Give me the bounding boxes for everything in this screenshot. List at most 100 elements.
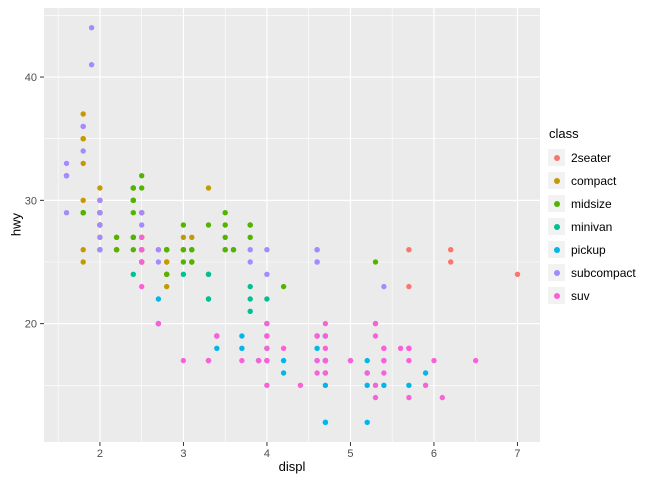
data-point-suv [422,382,429,388]
x-tick-label: 3 [180,448,186,460]
data-point-compact [205,185,212,191]
data-point-compact [164,259,170,265]
data-point-pickup [381,382,387,388]
data-point-midsize [180,222,187,228]
data-point-midsize [280,283,287,290]
legend-key-swatch [548,195,565,212]
data-point-pickup [239,345,245,351]
data-point-pickup [364,357,370,364]
data-point-subcompact [63,173,70,179]
data-point-suv [381,370,387,376]
data-point-compact [80,247,86,253]
data-point-pickup [239,333,245,339]
data-point-subcompact [139,222,145,228]
data-point-subcompact [381,283,387,290]
data-point-suv [406,394,412,401]
legend-key-swatch [548,218,565,235]
legend-key-swatch [548,172,565,189]
x-tick-label: 7 [514,448,520,460]
data-point-subcompact [63,210,70,216]
data-point-subcompact [88,25,95,31]
data-point-suv [372,333,379,339]
legend-key-swatch [548,241,565,258]
x-tick-label: 4 [264,448,270,460]
data-point-subcompact [314,259,320,265]
data-point-midsize [80,210,86,216]
y-tick-label: 30 [25,195,37,207]
data-point-subcompact [155,259,162,265]
legend-key-swatch [548,149,565,166]
legend-label: pickup [571,242,606,257]
data-point-minivan [247,308,253,314]
data-point-minivan [180,271,187,277]
data-point-midsize [205,222,212,228]
data-point-compact [80,197,86,203]
legend-label: compact [571,173,617,188]
data-point-pickup [422,370,429,376]
data-point-subcompact [97,247,103,253]
legend-item-2seater: 2seater [548,146,636,169]
data-point-pickup [214,345,220,351]
data-point-suv [280,345,287,351]
data-point-suv [264,357,270,364]
legend-point-icon [553,246,560,253]
data-point-pickup [155,296,162,302]
data-point-suv [372,394,379,401]
data-point-midsize [230,247,237,253]
data-point-minivan [264,296,270,302]
legend-item-suv: suv [548,284,636,307]
data-point-suv [264,382,270,388]
data-point-compact [80,111,86,117]
data-point-compact [80,259,86,265]
data-point-midsize [130,234,136,240]
data-point-midsize [113,247,120,253]
data-point-suv [406,357,412,364]
data-point-suv [139,234,145,240]
data-point-2seater [514,271,521,277]
data-point-compact [189,234,195,240]
data-point-midsize [189,259,195,265]
data-point-midsize [180,259,187,265]
data-point-suv [297,382,304,388]
data-point-suv [372,382,379,388]
data-point-suv [347,357,354,364]
data-point-subcompact [247,247,253,253]
legend-point-icon [553,269,560,276]
data-point-midsize [247,222,253,228]
data-point-suv [322,357,329,364]
data-point-suv [314,370,320,376]
data-point-suv [205,357,212,364]
data-point-minivan [205,296,212,302]
data-point-suv [381,345,387,351]
y-tick-label: 20 [25,319,37,331]
data-point-suv [322,370,329,376]
legend-items: 2seater compact midsize minivan pickup subcom… [548,146,636,307]
data-point-compact [97,185,103,191]
data-point-suv [431,357,437,364]
legend-label: midsize [571,196,612,211]
legend-label: subcompact [571,265,636,280]
data-point-suv [322,333,329,339]
data-point-suv [139,247,145,253]
data-point-midsize [189,247,195,253]
x-tick-label: 2 [97,448,103,460]
data-point-suv [322,345,329,351]
data-point-pickup [322,382,329,388]
data-point-suv [381,357,387,364]
data-point-pickup [406,382,412,388]
legend-key-swatch [548,264,565,281]
data-point-pickup [322,419,329,425]
data-point-2seater [406,283,412,290]
data-point-minivan [247,296,253,302]
data-point-compact [80,160,86,167]
data-point-pickup [364,382,370,388]
legend-label: suv [571,288,590,303]
data-point-midsize [130,197,136,203]
data-point-subcompact [97,197,103,203]
data-point-midsize [222,234,228,240]
legend-item-midsize: midsize [548,192,636,215]
data-point-suv [314,357,320,364]
legend-key-swatch [548,287,565,304]
data-point-midsize [164,247,170,253]
